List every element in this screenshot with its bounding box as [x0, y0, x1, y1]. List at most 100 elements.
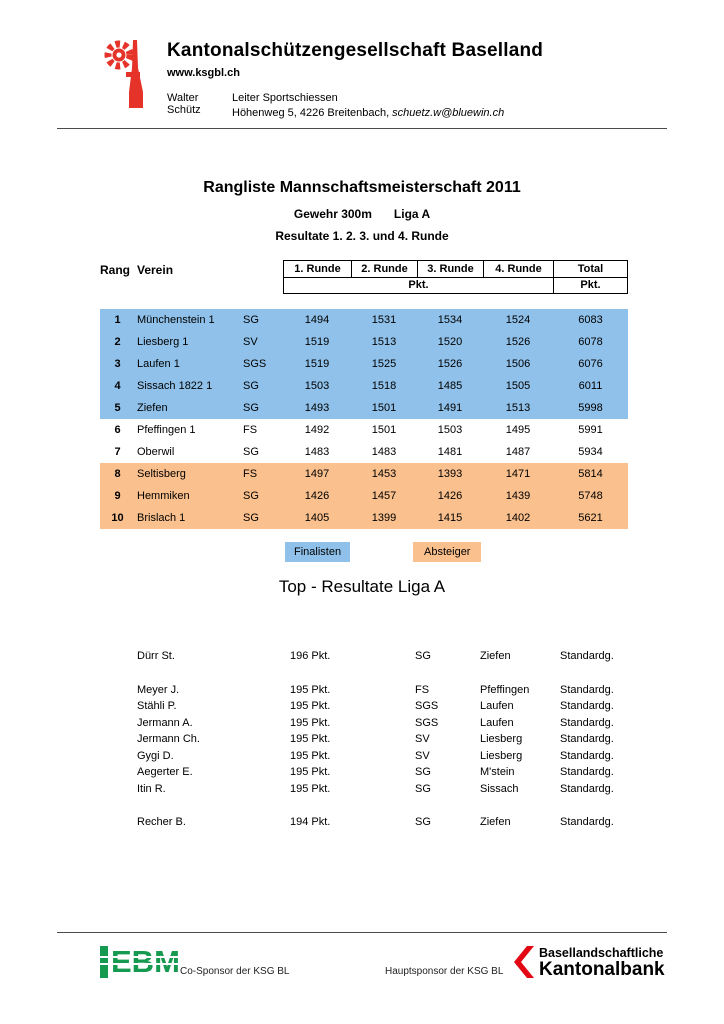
- legend-finalisten-badge: Finalisten: [285, 542, 351, 562]
- rank-cell: 10: [111, 512, 124, 524]
- shooter-name: Itin R.: [137, 782, 166, 795]
- team-cell: Pfeffingen 1: [137, 424, 196, 436]
- rank-cell: 3: [114, 358, 121, 370]
- shooter-category: Standardg.: [560, 700, 614, 712]
- round2-score-cell: 1453: [371, 468, 397, 480]
- header-divider: [57, 128, 667, 129]
- ebm-logo-text: EBM: [111, 944, 180, 979]
- round4-score-cell: 1402: [505, 512, 531, 524]
- club-type-cell: SG: [243, 380, 259, 392]
- round2-score-cell: 1483: [371, 446, 397, 458]
- total-score-cell: 6076: [578, 358, 603, 370]
- round3-score-cell: 1485: [437, 380, 463, 392]
- total-score-cell: 6078: [578, 336, 603, 348]
- bank-name-line1: Basellandschaftliche: [539, 946, 664, 960]
- list-item: Recher B. 194 Pkt. SG Ziefen Standardg.: [137, 814, 637, 831]
- ranking-table-body: 1 Münchenstein 1 SG 1494 1531 1534 1524 …: [100, 309, 628, 529]
- shooter-category: Standardg.: [560, 733, 614, 745]
- rank-cell: 7: [114, 446, 121, 458]
- round3-score-cell: 1534: [437, 314, 463, 326]
- shooter-name: Meyer J.: [137, 683, 180, 696]
- round3-score-cell: 1415: [437, 512, 463, 524]
- shooter-points: 195 Pkt.: [290, 683, 331, 696]
- verein-column-label: Verein: [137, 263, 174, 277]
- shooter-points: 195 Pkt.: [290, 716, 331, 729]
- shooter-club: M'stein: [480, 766, 515, 778]
- round1-score-cell: 1503: [304, 380, 330, 392]
- list-item: Gygi D. 195 Pkt. SV Liesberg Standardg.: [137, 748, 637, 765]
- top-results-title: Top - Resultate Liga A: [278, 577, 446, 596]
- kantonalbank-logo-text: Basellandschaftliche Kantonalbank: [539, 946, 665, 979]
- shooter-points: 195 Pkt.: [290, 700, 331, 712]
- round3-score-cell: 1520: [437, 336, 463, 348]
- shooter-points: 195 Pkt.: [290, 733, 331, 745]
- club-type-cell: SG: [243, 314, 259, 326]
- pkt-label-total: Pkt.: [553, 278, 627, 293]
- total-score-cell: 5998: [578, 402, 603, 414]
- team-cell: Ziefen: [137, 402, 168, 414]
- table-row: 7 Oberwil SG 1483 1483 1481 1487 5934: [100, 441, 628, 463]
- column-header-total: Total: [553, 261, 627, 277]
- kantonalbank-logo: Basellandschaftliche Kantonalbank: [512, 946, 665, 979]
- shooter-points: 195 Pkt.: [290, 782, 331, 795]
- list-item: Jermann Ch. 195 Pkt. SV Liesberg Standar…: [137, 731, 637, 748]
- ebm-logo-bar-icon: [100, 946, 108, 978]
- shooter-points: 194 Pkt.: [290, 816, 331, 828]
- round4-score-cell: 1505: [505, 380, 531, 392]
- contact-line: Walter Schütz Leiter Sportschiessen: [167, 92, 338, 116]
- discipline-label: Gewehr 300m: [293, 207, 372, 221]
- shooter-category: Standardg.: [560, 650, 614, 662]
- table-row: 4 Sissach 1822 1 SG 1503 1518 1485 1505 …: [100, 375, 628, 397]
- round4-score-cell: 1526: [505, 336, 531, 348]
- shooter-club: Laufen: [480, 700, 514, 712]
- table-row: 6 Pfeffingen 1 FS 1492 1501 1503 1495 59…: [100, 419, 628, 441]
- column-header-runde3: 3. Runde: [417, 261, 483, 277]
- rank-cell: 1: [114, 314, 121, 326]
- footer-divider: [57, 932, 667, 933]
- round3-score-cell: 1491: [437, 402, 463, 414]
- round4-score-cell: 1495: [505, 424, 531, 436]
- club-type-cell: SG: [243, 402, 259, 414]
- rank-cell: 6: [114, 424, 121, 436]
- round4-score-cell: 1513: [505, 402, 531, 414]
- club-type-cell: SG: [243, 490, 259, 502]
- round1-score-cell: 1426: [304, 490, 330, 502]
- co-sponsor-label: Co-Sponsor der KSG BL: [180, 966, 290, 977]
- ksg-rifle-gear-logo-icon: [102, 38, 156, 112]
- round1-score-cell: 1494: [304, 314, 330, 326]
- club-type-cell: SGS: [243, 358, 267, 370]
- list-item: Stähli P. 195 Pkt. SGS Laufen Standardg.: [137, 698, 637, 715]
- team-cell: Laufen 1: [137, 358, 180, 370]
- haupt-sponsor-label: Hauptsponsor der KSG BL: [385, 966, 504, 977]
- shooter-category: Standardg.: [560, 749, 614, 762]
- round2-score-cell: 1525: [371, 358, 397, 370]
- round2-score-cell: 1513: [371, 336, 397, 348]
- total-score-cell: 5748: [578, 490, 603, 502]
- rank-cell: 4: [114, 380, 121, 392]
- club-type-cell: SG: [243, 512, 259, 524]
- shooter-club: Sissach: [480, 782, 519, 795]
- legend-absteiger-badge: Absteiger: [413, 542, 482, 562]
- round3-score-cell: 1426: [437, 490, 463, 502]
- table-row: 5 Ziefen SG 1493 1501 1491 1513 5998: [100, 397, 628, 419]
- round3-score-cell: 1503: [437, 424, 463, 436]
- round4-score-cell: 1439: [505, 490, 531, 502]
- column-header-runde4: 4. Runde: [483, 261, 553, 277]
- org-title: Kantonalschützengesellschaft Baselland: [167, 40, 544, 61]
- table-row: 8 Seltisberg FS 1497 1453 1393 1471 5814: [100, 463, 628, 485]
- round2-score-cell: 1518: [371, 380, 397, 392]
- contact-street: Höhenweg 5, 4226 Breitenbach,: [232, 107, 390, 119]
- list-item: Dürr St. 196 Pkt. SG Ziefen Standardg.: [137, 648, 637, 665]
- shooter-club: Ziefen: [480, 816, 511, 828]
- shooter-club-type: SV: [415, 733, 430, 745]
- shooter-name: Aegerter E.: [137, 766, 193, 778]
- round2-score-cell: 1501: [371, 402, 397, 414]
- shooter-club-type: SGS: [415, 716, 439, 729]
- shooter-club-type: SG: [415, 766, 431, 778]
- round1-score-cell: 1483: [304, 446, 330, 458]
- page-title: Rangliste Mannschaftsmeisterschaft 2011: [203, 179, 521, 196]
- shooter-name: Jermann A.: [137, 716, 193, 729]
- kantonalbank-chevron-icon: [512, 946, 534, 978]
- club-type-cell: FS: [243, 424, 258, 436]
